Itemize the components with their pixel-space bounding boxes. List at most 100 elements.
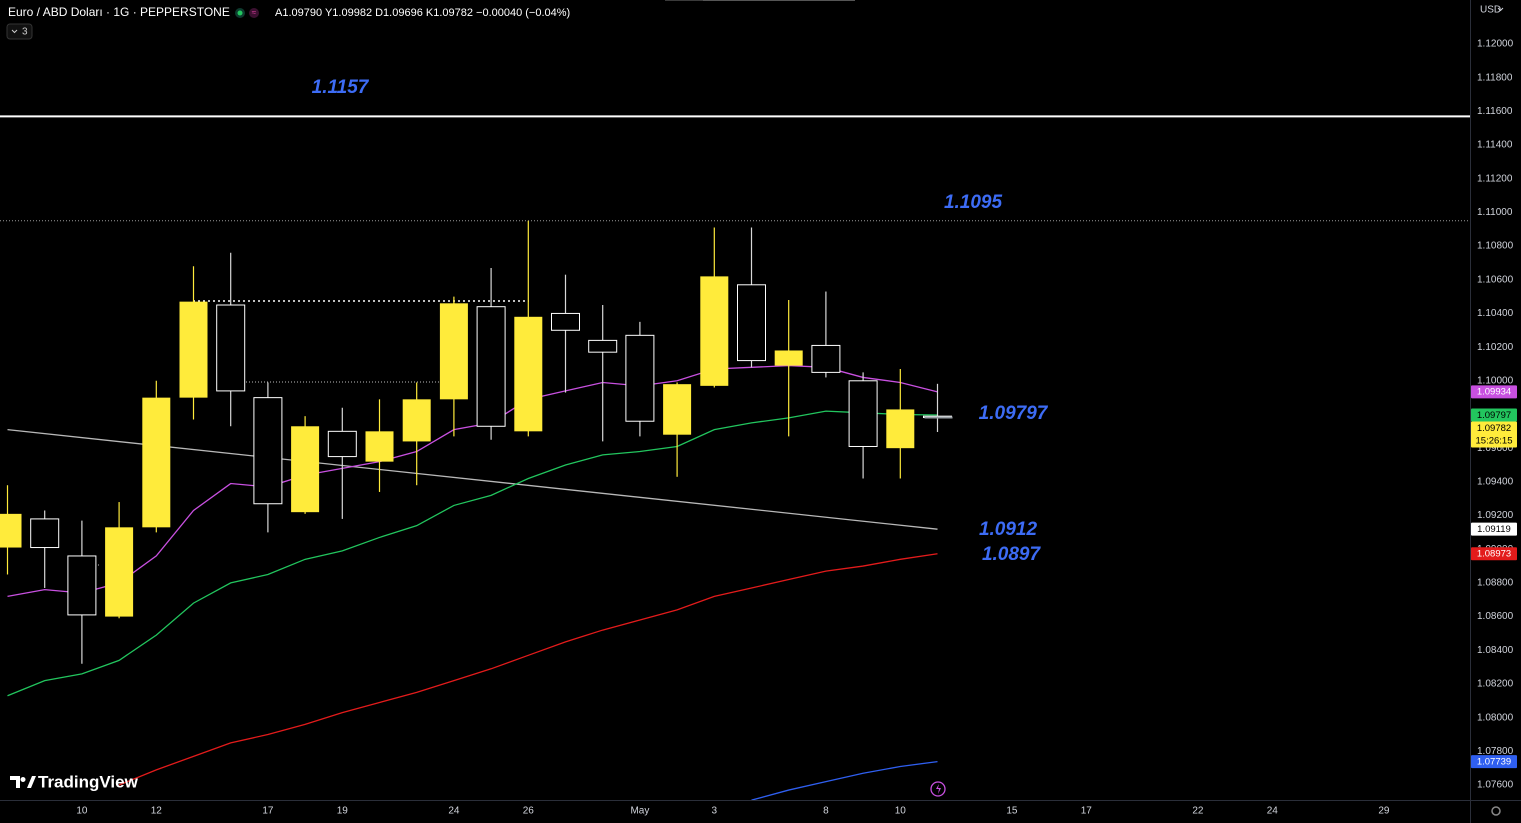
candle-body [216, 304, 246, 392]
ma-line [7, 410, 938, 697]
y-tick-label: 1.10200 [1477, 342, 1514, 353]
event-icon-bolt [936, 784, 941, 794]
candle-body [67, 555, 97, 616]
plot-area [0, 115, 1470, 800]
ma-line [7, 364, 938, 598]
y-tick-label: 1.11000 [1477, 207, 1513, 218]
price-label: 1.08973 [1477, 549, 1511, 560]
ohlc-legend: A1.09790 Y1.09982 D1.09696 K1.09782 −0.0… [275, 7, 570, 19]
annotation: 1.09797 [979, 403, 1049, 424]
price-label: 1.09934 [1477, 387, 1511, 398]
x-tick-label: 17 [262, 806, 274, 817]
candle-body [774, 350, 803, 366]
x-tick-label: 29 [1378, 806, 1390, 817]
y-tick-label: 1.11600 [1477, 106, 1513, 117]
y-tick-label: 1.08400 [1477, 645, 1514, 656]
watermark: TradingView [38, 772, 139, 791]
candle-body [737, 284, 766, 362]
annotation: 1.1157 [312, 77, 370, 98]
y-tick-label: 1.09400 [1477, 476, 1514, 487]
y-tick-label: 1.08800 [1477, 578, 1514, 589]
price-label-box [1471, 547, 1517, 561]
indicator-toggle[interactable] [6, 23, 33, 40]
candle-body [476, 306, 506, 427]
indicator-count: 3 [22, 27, 28, 38]
candle-body [663, 384, 692, 435]
event-icon[interactable] [930, 781, 946, 797]
x-tick-label: 17 [1081, 806, 1093, 817]
y-tick-label: 1.11400 [1477, 140, 1513, 151]
candle-body [402, 399, 431, 442]
candle-body [0, 513, 22, 548]
y-tick-label: 1.10600 [1477, 274, 1514, 285]
candle-body [551, 312, 580, 331]
candle-body [142, 397, 171, 528]
x-tick-label: 26 [523, 806, 535, 817]
candle-body [811, 344, 841, 373]
x-tick-label: 12 [151, 806, 163, 817]
candle-body [105, 527, 134, 617]
y-tick-label: 1.08600 [1477, 611, 1514, 622]
annotation: 1.0912 [979, 519, 1038, 540]
price-label: 1.09119 [1477, 524, 1511, 535]
candle-body [588, 339, 618, 353]
x-tick-label: 8 [823, 806, 829, 817]
candle-body [625, 334, 655, 422]
candle-body [700, 276, 729, 386]
ma-line [751, 760, 938, 800]
settings-icon[interactable] [1491, 806, 1501, 816]
y-tick-label: 1.09200 [1477, 510, 1514, 521]
price-label: 1.07739 [1477, 756, 1511, 767]
price-label-box [1471, 421, 1517, 448]
status-icon: ≈ [252, 8, 257, 17]
annotation: 1.1095 [944, 192, 1003, 213]
y-tick-label: 1.08000 [1477, 712, 1514, 723]
x-tick-label: 24 [448, 806, 460, 817]
price-label-box [1471, 522, 1517, 536]
y-tick-label: 1.10400 [1477, 308, 1514, 319]
candle-body [365, 431, 394, 462]
price-label: 1.09797 [1477, 410, 1511, 421]
status-dot [237, 10, 243, 16]
candle-body [253, 397, 283, 505]
candle-body [291, 426, 320, 513]
y-tick-label: 1.11200 [1477, 173, 1513, 184]
symbol-title[interactable]: Euro / ABD Doları · 1G · PEPPERSTONE [8, 5, 230, 19]
ma-line [118, 553, 938, 786]
price-label-box [1471, 408, 1517, 422]
chevron-icon [1497, 7, 1504, 12]
y-tick-label: 1.10000 [1477, 375, 1514, 386]
x-tick-label: May [630, 806, 649, 817]
candle-body [179, 301, 208, 398]
y-tick-label: 1.09600 [1477, 443, 1514, 454]
x-tick-label: 3 [712, 806, 718, 817]
currency-select[interactable]: USD [1480, 5, 1501, 16]
y-tick-label: 1.07600 [1477, 780, 1514, 791]
y-tick-label: 1.08200 [1477, 679, 1514, 690]
candle-body [848, 380, 878, 447]
x-tick-label: 15 [1006, 806, 1018, 817]
candle-body [514, 316, 543, 432]
x-tick-label: 19 [337, 806, 349, 817]
tradingview-logo[interactable]: TradingView [10, 772, 139, 791]
candle-body [327, 430, 357, 458]
status-dot [249, 8, 259, 18]
y-tick-label: 1.10800 [1477, 241, 1514, 252]
price-label: 1.09782 [1477, 423, 1511, 434]
candle-body [30, 518, 60, 549]
x-tick-label: 24 [1267, 806, 1279, 817]
candle-body [886, 409, 915, 449]
x-tick-label: 22 [1192, 806, 1204, 817]
candle-body [439, 303, 468, 400]
countdown: 15:26:15 [1476, 436, 1513, 447]
price-label-box [1471, 755, 1517, 769]
y-tick-label: 1.12000 [1477, 39, 1514, 50]
chevron-icon [11, 29, 18, 34]
logo-mark [10, 776, 36, 788]
y-tick-label: 1.11800 [1477, 72, 1513, 83]
price-label-box [1471, 385, 1517, 399]
x-tick-label: 10 [895, 806, 907, 817]
